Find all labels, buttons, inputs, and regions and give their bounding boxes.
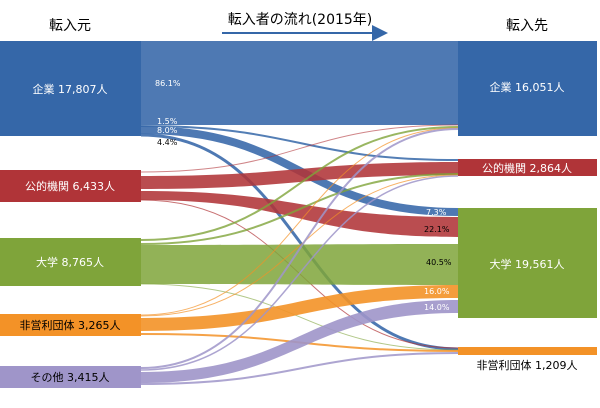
flow-label-university-university: 40.5% — [426, 258, 452, 267]
flow-university-to-nonprofit — [140, 283, 459, 351]
source-node-nonprofit-bar — [0, 314, 141, 336]
source-node-other-label: その他 3,415人 — [31, 371, 110, 384]
flow-nonprofit-to-university — [141, 285, 458, 331]
target-node-public: 公的機関 2,864人 — [458, 159, 597, 176]
target-node-company-label: 企業 16,051人 — [490, 80, 565, 94]
target-node-nonprofit-bar — [458, 347, 597, 355]
flow-university-to-company — [140, 126, 459, 241]
flow-label-company-company: 86.1% — [155, 79, 181, 88]
source-node-public-bar — [0, 170, 141, 202]
flow-public-to-company — [140, 124, 459, 173]
source-node-public: 公的機関 6,433人 — [0, 170, 141, 202]
target-node-company: 企業 16,051人 — [458, 41, 597, 136]
target-column-label: 転入先 — [506, 18, 548, 34]
flow-university-to-university — [141, 244, 458, 285]
source-node-university-bar — [0, 238, 141, 286]
flow-company-to-company — [141, 41, 458, 125]
flow-label-company-university: 8.0% — [157, 126, 178, 135]
source-node-company: 企業 17,807人 — [0, 41, 141, 136]
target-node-public-bar — [458, 159, 597, 176]
target-node-university-bar — [458, 208, 597, 318]
target-node-company-bar — [458, 41, 597, 136]
target-node-nonprofit-label: 非営利団体 1,209人 — [477, 358, 578, 372]
source-column-label: 転入元 — [49, 18, 91, 34]
source-node-company-label: 企業 17,807人 — [33, 82, 108, 96]
target-node-university: 大学 19,561人 — [458, 208, 597, 318]
flow-label-other-university: 14.0% — [424, 303, 450, 312]
flow-company-to-public — [140, 125, 459, 161]
flow-public-to-university — [141, 191, 458, 237]
source-node-university-label: 大学 8,765人 — [36, 255, 104, 269]
flow-label-public-university-b: 22.1% — [424, 225, 450, 234]
source-node-other: その他 3,415人 — [0, 366, 141, 388]
source-node-public-label: 公的機関 6,433人 — [25, 179, 115, 193]
target-node-nonprofit: 非営利団体 1,209人 — [458, 347, 597, 372]
flow-public-to-public — [141, 162, 458, 189]
source-node-nonprofit-label: 非営利団体 3,265人 — [20, 318, 121, 332]
flow-label-company-public: 1.5% — [157, 117, 178, 126]
flow-university-to-public — [140, 173, 459, 245]
source-node-university: 大学 8,765人 — [0, 238, 141, 286]
flow-percentage-labels: 86.1% 1.5% 8.0% 4.4% 7.3% 22.1% 40.5% 16… — [155, 79, 452, 312]
flow-other-to-public — [140, 175, 459, 371]
source-node-other-bar — [0, 366, 141, 388]
flow-nonprofit-to-public — [140, 174, 459, 317]
flow-bands — [140, 41, 459, 385]
source-node-company-bar — [0, 41, 141, 136]
flow-other-to-university — [141, 300, 458, 383]
diagram-title: 転入者の流れ(2015年) — [228, 12, 373, 28]
flow-nonprofit-to-company — [140, 127, 459, 316]
flow-label-nonprofit-university: 16.0% — [424, 287, 450, 296]
target-node-public-label: 公的機関 2,864人 — [482, 161, 572, 175]
source-node-nonprofit: 非営利団体 3,265人 — [0, 314, 141, 336]
flow-company-to-nonprofit — [140, 133, 459, 351]
target-node-university-label: 大学 19,561人 — [490, 257, 565, 271]
flow-other-to-nonprofit — [140, 352, 459, 385]
flow-label-public-university-a: 7.3% — [426, 208, 447, 217]
flow-label-company-nonprofit: 4.4% — [157, 138, 178, 147]
flow-other-to-company — [140, 128, 459, 369]
